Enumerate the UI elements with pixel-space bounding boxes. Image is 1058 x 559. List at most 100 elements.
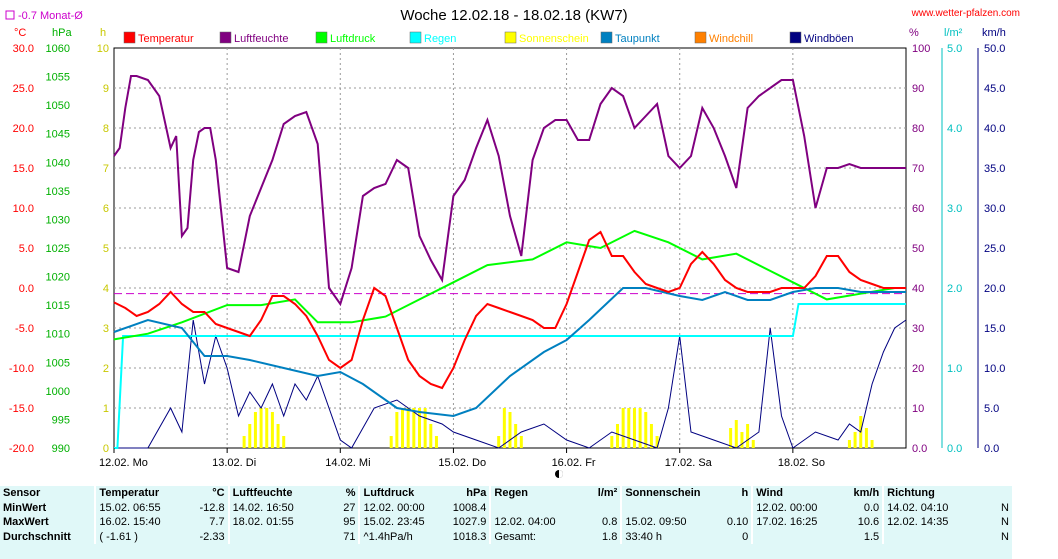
axis-tick-pressure: 1060 [46,43,70,55]
axis-tick-temp: 10.0 [13,203,34,215]
legend-swatch [219,31,232,44]
axis-tick-temp: 0.0 [19,283,34,295]
axis-tick-pressure: 1030 [46,214,70,226]
sunshine-bar [621,408,625,448]
temp-value: -2.33 [199,530,225,543]
dewpoint-line [113,287,906,418]
axis-tick-temp: -15.0 [9,403,34,415]
axis-tick-humidity: 60 [912,203,924,215]
month-avg-label: -0.7 Monat-Ø [18,10,83,22]
hum-time: 18.02. 01:55 [227,515,316,530]
axis-tick-rain: 4.0 [947,123,962,135]
hum-value: 95 [343,516,356,529]
x-tick-label: 18.02. So [778,457,825,469]
x-tick-label: 14.02. Mi [325,457,370,469]
hum-time: 14.02. 16:50 [227,500,316,515]
weather-chart: Woche 12.02.18 - 18.02.18 (KW7) www.wett… [5,7,1020,478]
rain-time: Gesamt: [489,529,582,544]
axis-tick-sun: 10 [97,43,109,55]
axis-tick-humidity: 70 [912,163,924,175]
sunshine-bar [417,408,421,448]
header-humidity-unit: % [345,487,356,500]
dir-time: 14.02. 04:10 [882,500,970,515]
axis-tick-wind: 35.0 [984,163,1005,175]
axis-tick-pressure: 995 [52,414,70,426]
axis-tick-pressure: 990 [52,443,70,455]
axis-unit-wind: km/h [982,27,1006,39]
axis-unit-temp: °C [14,27,26,39]
legend-label: Windböen [804,33,854,45]
axis-tick-pressure: 1015 [46,300,70,312]
temp-value: 7.7 [209,516,225,529]
grid [113,47,907,449]
sunshine-bar [632,408,636,448]
sunshine-bar [242,436,246,448]
legend-swatch [694,31,707,44]
sunshine-bar [253,412,257,448]
wind-time: 12.02. 00:00 [751,500,844,515]
axis-tick-humidity: 10 [912,403,924,415]
legend-label: Luftdruck [330,33,376,45]
dir-value: N [1001,530,1009,543]
series-layer [113,75,907,449]
header-wind: Wind [751,486,844,501]
x-tick-label: 15.02. Do [438,457,486,469]
temp-value: -12.8 [199,501,225,514]
dir-time [882,529,970,544]
sunshine-bar [847,440,851,448]
press-time: 15.02. 23:45 [358,515,449,530]
axis-tick-pressure: 1010 [46,329,70,341]
axis-tick-wind: 40.0 [984,123,1005,135]
rain-value: 0.8 [602,516,618,529]
axes: °C30.025.020.015.010.05.00.0-5.0-10.0-15… [9,27,1006,455]
sunshine-bar [644,412,648,448]
sunshine-bar [870,440,874,448]
axis-tick-pressure: 1000 [46,386,70,398]
axis-tick-wind: 10.0 [984,363,1005,375]
x-tick-label: 17.02. Sa [665,457,713,469]
sunshine-bar [610,436,614,448]
header-rain-unit: l/m² [597,487,618,500]
sunshine-bar [401,408,405,448]
sunshine-bar [519,436,523,448]
sunshine-bar [508,412,512,448]
website-link[interactable]: www.wetter-pfalzen.com [911,8,1020,19]
header-sunshine: Sonnenschein [620,486,711,501]
axis-tick-humidity: 90 [912,83,924,95]
header-sunshine-unit: h [741,487,749,500]
temperature-line [113,230,906,390]
stats-row-max: MaxWert 16.02. 15:40 7.7 18.02. 01:55 95… [0,515,1012,530]
legend-swatch [789,31,802,44]
axis-tick-humidity: 50 [912,243,924,255]
sun-value [710,501,752,516]
dir-time: 12.02. 14:35 [882,515,970,530]
hum-value: 71 [343,530,356,543]
axis-tick-humidity: 80 [912,123,924,135]
hum-value: 27 [343,501,356,514]
sunshine-bar [853,432,857,448]
sunshine-bar [746,424,750,448]
sunshine-bar [627,408,631,448]
wind-time: 17.02. 16:25 [751,515,844,530]
legend-label: Regen [424,33,456,45]
sunshine-bar [265,408,269,448]
header-temperature-unit: °C [212,487,225,500]
axis-tick-temp: 30.0 [13,43,34,55]
axis-tick-sun: 7 [103,163,109,175]
wind-time [751,529,844,544]
temp-time: ( -1.61 ) [94,529,185,544]
axis-tick-temp: -5.0 [15,323,34,335]
axis-tick-wind: 50.0 [984,43,1005,55]
sunshine-bar [729,428,733,448]
rain-value [581,501,621,516]
axis-tick-sun: 2 [103,363,109,375]
stats-row-min: MinWert 15.02. 06:55 -12.8 14.02. 16:50 … [0,500,1012,516]
legend-label: Luftfeuchte [234,33,288,45]
wind-value: 0.0 [863,501,880,514]
legend-swatch [123,31,136,44]
axis-tick-sun: 3 [103,323,109,335]
axis-tick-sun: 8 [103,123,109,135]
legend-swatch [600,31,613,44]
header-rain: Regen [489,486,582,501]
axis-tick-humidity: 100 [912,43,930,55]
